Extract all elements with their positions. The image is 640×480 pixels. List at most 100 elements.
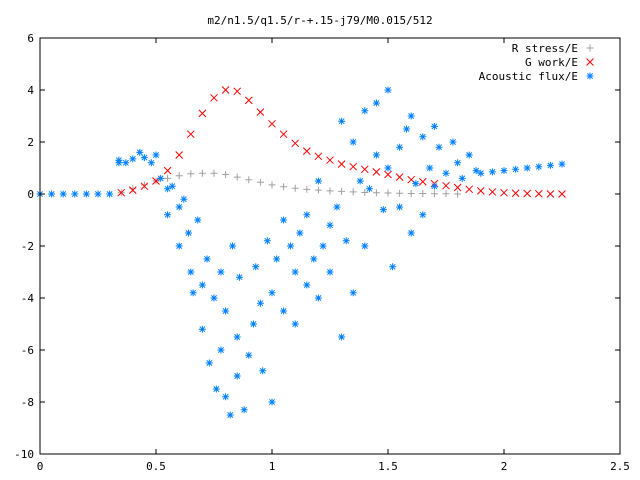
x-tick-label: 1.5	[378, 460, 398, 473]
data-point	[534, 189, 543, 198]
data-point	[512, 165, 520, 173]
data-point	[198, 169, 206, 177]
data-point	[268, 289, 276, 297]
data-point	[430, 122, 438, 130]
data-point	[303, 281, 311, 289]
data-point	[465, 151, 473, 159]
y-tick-label: -8	[21, 396, 34, 409]
data-point	[472, 167, 480, 175]
data-point	[203, 255, 211, 263]
legend-marker	[586, 44, 594, 52]
data-point	[442, 181, 450, 190]
data-point	[82, 190, 90, 198]
data-point	[511, 189, 520, 198]
data-point	[252, 263, 260, 271]
data-point	[94, 190, 102, 198]
data-point	[379, 206, 387, 214]
data-point	[372, 99, 380, 107]
data-point	[476, 187, 485, 195]
data-point	[163, 166, 172, 175]
data-point	[129, 185, 137, 193]
data-point	[226, 411, 234, 419]
data-point	[558, 190, 566, 198]
data-point	[164, 174, 172, 182]
y-tick-label: -6	[21, 344, 34, 357]
series-layer	[36, 86, 566, 419]
data-point	[396, 189, 404, 197]
data-point	[168, 182, 176, 190]
data-point	[164, 211, 172, 219]
data-point	[319, 242, 327, 250]
data-point	[140, 182, 149, 191]
data-point	[349, 289, 357, 297]
data-point	[488, 188, 497, 196]
data-point	[442, 190, 450, 198]
data-point	[384, 189, 392, 197]
data-point	[535, 163, 543, 171]
x-tick-label: 1	[269, 460, 276, 473]
data-point	[389, 263, 397, 271]
data-point	[147, 159, 155, 167]
data-point	[205, 359, 213, 367]
chart-title: m2/n1.5/q1.5/r-+.15-j79/M0.015/512	[207, 14, 432, 27]
data-point	[106, 190, 114, 198]
legend-label: G work/E	[525, 56, 578, 69]
data-point	[140, 154, 148, 162]
data-point	[187, 170, 195, 178]
data-point	[333, 203, 341, 211]
data-point	[256, 108, 265, 116]
data-point	[287, 242, 295, 250]
data-point	[71, 190, 79, 198]
data-point	[187, 268, 195, 276]
data-point	[453, 183, 462, 192]
data-point	[558, 160, 566, 168]
data-point	[418, 177, 427, 186]
y-tick-label: 2	[27, 136, 34, 149]
y-tick-label: -2	[21, 240, 34, 253]
data-point	[129, 155, 137, 163]
data-point	[365, 185, 373, 193]
data-point	[198, 325, 206, 333]
data-point	[222, 393, 230, 401]
data-point	[233, 173, 241, 181]
data-point	[245, 176, 253, 184]
data-point	[454, 159, 462, 167]
data-point	[523, 164, 531, 172]
data-point	[263, 237, 271, 245]
plot-frame	[39, 37, 621, 455]
data-point	[280, 216, 288, 224]
y-tick-label: -10	[14, 448, 34, 461]
data-point	[314, 294, 322, 302]
data-point	[430, 190, 438, 198]
data-point	[349, 162, 358, 171]
data-point	[500, 188, 508, 197]
data-point	[280, 307, 288, 315]
data-point	[426, 164, 434, 172]
data-point	[500, 167, 508, 175]
axes: 0 0.5 1 1.5 2 2.5 6 4 2 0 -2 -4 -6 -8 -10	[14, 32, 630, 473]
data-point	[245, 351, 253, 359]
data-point	[217, 268, 225, 276]
data-point	[396, 143, 404, 151]
data-point	[454, 190, 462, 198]
data-point	[310, 255, 318, 263]
data-point	[338, 117, 346, 125]
data-point	[314, 177, 322, 185]
data-point	[157, 174, 165, 182]
data-point	[384, 164, 392, 172]
data-point	[326, 268, 334, 276]
data-point	[360, 165, 369, 174]
data-point	[303, 211, 311, 219]
y-tick-label: 4	[27, 84, 34, 97]
data-point	[175, 242, 183, 250]
data-point	[449, 138, 457, 146]
data-point	[407, 189, 415, 197]
series-g-work-e	[117, 86, 566, 198]
data-point	[430, 182, 438, 190]
data-point	[326, 187, 334, 195]
data-point	[349, 138, 357, 146]
legend-label: R stress/E	[512, 42, 578, 55]
data-point	[184, 229, 192, 237]
data-point	[361, 242, 369, 250]
data-point	[407, 112, 415, 120]
